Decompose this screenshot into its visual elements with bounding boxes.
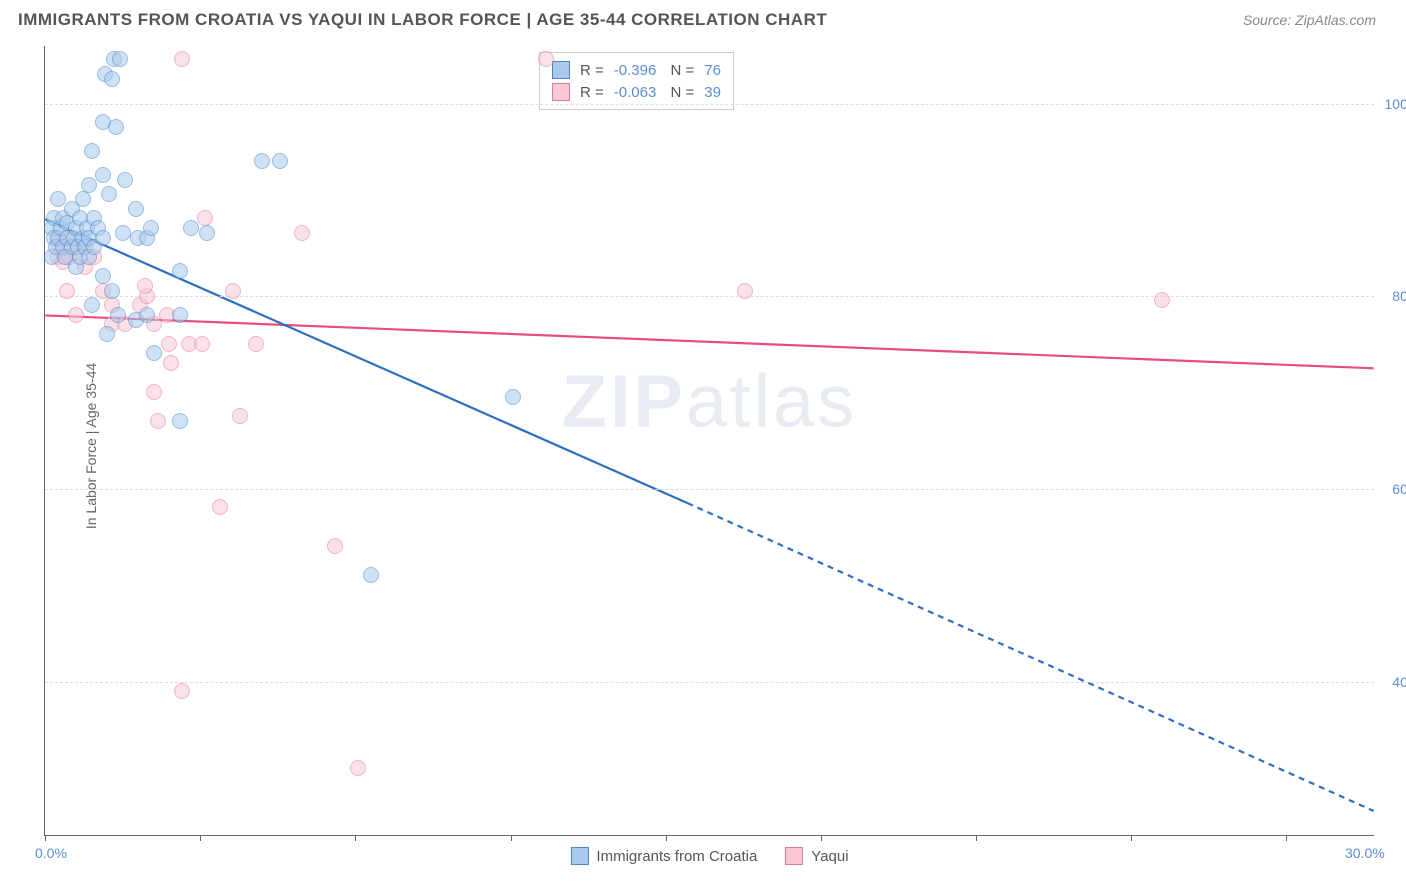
data-point <box>99 326 115 342</box>
trend-line <box>45 219 687 503</box>
data-point <box>84 297 100 313</box>
x-tick <box>45 835 46 841</box>
data-point <box>172 263 188 279</box>
data-point <box>161 336 177 352</box>
data-point <box>505 389 521 405</box>
data-point <box>363 567 379 583</box>
data-point <box>538 51 554 67</box>
data-point <box>172 307 188 323</box>
data-point <box>174 683 190 699</box>
trend-line <box>45 315 1373 368</box>
swatch-series-2 <box>552 83 570 101</box>
correlation-stats-box: R = -0.396 N = 76 R = -0.063 N = 39 <box>539 52 734 110</box>
data-point <box>172 413 188 429</box>
data-point <box>128 201 144 217</box>
data-point <box>194 336 210 352</box>
trend-line <box>687 503 1373 811</box>
scatter-plot-area: ZIPatlas R = -0.396 N = 76 R = -0.063 N … <box>44 46 1374 836</box>
chart-header: IMMIGRANTS FROM CROATIA VS YAQUI IN LABO… <box>0 0 1406 38</box>
x-tick <box>821 835 822 841</box>
source-attribution: Source: ZipAtlas.com <box>1243 12 1376 28</box>
x-tick <box>355 835 356 841</box>
data-point <box>212 499 228 515</box>
y-tick-label: 80.0% <box>1392 288 1406 304</box>
data-point <box>104 283 120 299</box>
gridline <box>45 104 1374 105</box>
data-point <box>350 760 366 776</box>
data-point <box>254 153 270 169</box>
data-point <box>143 220 159 236</box>
data-point <box>146 384 162 400</box>
data-point <box>117 172 133 188</box>
data-point <box>84 143 100 159</box>
data-point <box>112 51 128 67</box>
data-point <box>108 119 124 135</box>
data-point <box>95 167 111 183</box>
x-tick <box>1131 835 1132 841</box>
gridline <box>45 682 1374 683</box>
data-point <box>272 153 288 169</box>
data-point <box>174 51 190 67</box>
y-tick-label: 60.0% <box>1392 481 1406 497</box>
x-axis-max-label: 30.0% <box>1345 845 1385 861</box>
data-point <box>737 283 753 299</box>
swatch-series-2-icon <box>785 847 803 865</box>
data-point <box>101 186 117 202</box>
watermark-text: ZIPatlas <box>562 359 857 444</box>
x-tick <box>976 835 977 841</box>
trend-lines <box>45 46 1374 835</box>
data-point <box>95 230 111 246</box>
x-tick <box>511 835 512 841</box>
data-point <box>68 307 84 323</box>
data-point <box>1154 292 1170 308</box>
legend-item-1: Immigrants from Croatia <box>570 847 757 865</box>
stats-row-series-2: R = -0.063 N = 39 <box>552 81 721 103</box>
data-point <box>294 225 310 241</box>
legend-item-2: Yaqui <box>785 847 848 865</box>
data-point <box>139 307 155 323</box>
swatch-series-1-icon <box>570 847 588 865</box>
x-tick <box>200 835 201 841</box>
data-point <box>225 283 241 299</box>
x-axis-min-label: 0.0% <box>35 845 67 861</box>
data-point <box>327 538 343 554</box>
data-point <box>75 191 91 207</box>
data-point <box>150 413 166 429</box>
data-point <box>248 336 264 352</box>
data-point <box>115 225 131 241</box>
data-point <box>110 307 126 323</box>
data-point <box>199 225 215 241</box>
y-tick-label: 100.0% <box>1385 96 1406 112</box>
gridline <box>45 489 1374 490</box>
swatch-series-1 <box>552 61 570 79</box>
data-point <box>163 355 179 371</box>
data-point <box>104 71 120 87</box>
series-legend: Immigrants from Croatia Yaqui <box>570 847 848 865</box>
x-tick <box>1286 835 1287 841</box>
data-point <box>183 220 199 236</box>
data-point <box>146 345 162 361</box>
x-tick <box>666 835 667 841</box>
y-tick-label: 40.0% <box>1392 674 1406 690</box>
gridline <box>45 296 1374 297</box>
data-point <box>59 283 75 299</box>
stats-row-series-1: R = -0.396 N = 76 <box>552 59 721 81</box>
data-point <box>137 278 153 294</box>
data-point <box>232 408 248 424</box>
chart-title: IMMIGRANTS FROM CROATIA VS YAQUI IN LABO… <box>18 10 827 30</box>
data-point <box>95 268 111 284</box>
